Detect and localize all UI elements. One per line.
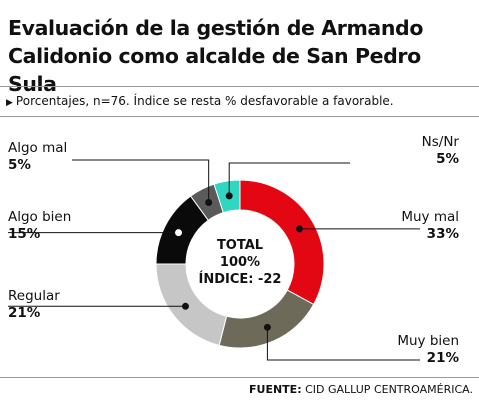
leader-dot-regular — [181, 302, 189, 310]
label-ns-nr-name: Ns/Nr — [421, 134, 459, 150]
label-algo-bien-name: Algo bien — [8, 209, 72, 225]
label-algo-bien: Algo bien 15% — [8, 209, 71, 243]
subtitle-divider — [0, 116, 479, 117]
leader-ns-nr — [228, 162, 350, 196]
leader-lines — [8, 159, 420, 361]
label-muy-mal: Muy mal 33% — [401, 209, 459, 243]
label-algo-bien-value: 15% — [8, 226, 41, 242]
label-algo-mal-name: Algo mal — [8, 140, 68, 156]
leader-dot-algo-mal — [205, 199, 213, 207]
chart-subtitle: ▶ Porcentajes, n=76. Índice se resta % de… — [6, 94, 394, 108]
label-algo-mal: Algo mal 5% — [8, 140, 67, 174]
source-note: FUENTE: CID GALLUP CENTROAMÉRICA. — [249, 383, 473, 396]
label-muy-bien: Muy bien 21% — [397, 333, 459, 367]
donut-slices — [155, 179, 325, 349]
source-label: FUENTE: — [249, 383, 302, 396]
leader-muy-bien — [266, 327, 420, 361]
leader-dot-algo-bien — [175, 229, 183, 237]
triangle-bullet-icon: ▶ — [6, 98, 13, 108]
subtitle-text: Porcentajes, n=76. Índice se resta % des… — [15, 94, 394, 108]
leader-dot-ns-nr — [225, 192, 233, 200]
source-text: CID GALLUP CENTROAMÉRICA. — [305, 383, 473, 396]
label-muy-mal-name: Muy mal — [401, 209, 459, 225]
leader-dot-muy-mal — [295, 225, 303, 233]
label-muy-bien-name: Muy bien — [397, 333, 459, 349]
slice-muy-bien — [218, 289, 315, 349]
label-muy-mal-value: 33% — [426, 226, 459, 242]
donut-center-label: TOTAL 100% ÍNDICE: -22 — [190, 237, 290, 288]
center-percent: 100% — [219, 255, 261, 270]
label-ns-nr: Ns/Nr 5% — [422, 134, 459, 168]
label-algo-mal-value: 5% — [8, 157, 31, 173]
label-regular-value: 21% — [8, 305, 41, 321]
footer-divider — [0, 377, 479, 378]
label-ns-nr-value: 5% — [436, 151, 459, 167]
title-divider — [0, 86, 479, 87]
center-index: ÍNDICE: -22 — [198, 272, 282, 287]
label-regular: Regular 21% — [8, 288, 60, 322]
label-regular-name: Regular — [8, 288, 60, 304]
leader-dot-muy-bien — [263, 323, 271, 331]
center-total: TOTAL — [216, 238, 264, 253]
leader-algo-mal — [72, 159, 210, 203]
label-muy-bien-value: 21% — [426, 350, 459, 366]
chart-title: Evaluación de la gestión de Armando Cali… — [8, 16, 424, 96]
